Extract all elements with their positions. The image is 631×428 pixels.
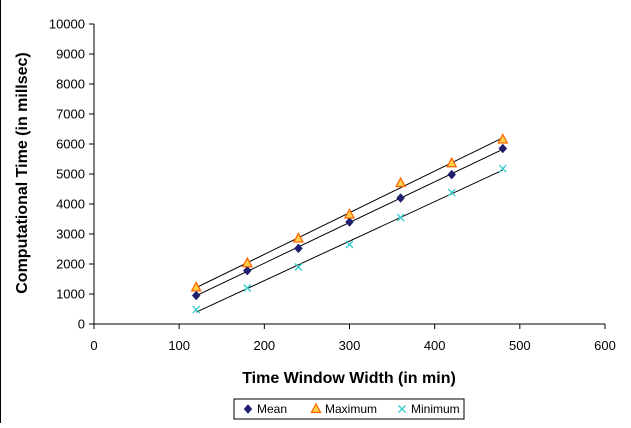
- maximum-point: [241, 256, 253, 268]
- x-marker-stroke: [498, 164, 507, 173]
- minimum-point: [243, 284, 252, 292]
- x-tick-label: 100: [168, 338, 190, 353]
- x-tick-label: 300: [339, 338, 361, 353]
- legend-marker-maximum: [310, 402, 322, 414]
- mean-point: [396, 193, 405, 203]
- y-tick-label: 6000: [56, 137, 85, 152]
- mean-point: [498, 143, 508, 154]
- y-tick-label: 10000: [49, 17, 85, 32]
- y-tick-label: 7000: [56, 107, 85, 122]
- x-tick-label: 600: [594, 338, 616, 353]
- y-tick-label: 5000: [56, 167, 85, 182]
- minimum-point: [192, 305, 201, 314]
- x-marker-stroke: [345, 240, 354, 249]
- minimum-point: [396, 213, 405, 222]
- legend-label-minimum: Minimum: [411, 402, 460, 416]
- minimum-point: [294, 263, 303, 271]
- x-marker-stroke: [396, 213, 405, 222]
- legend-marker-minimum: [398, 405, 406, 413]
- y-tick-label: 4000: [56, 197, 85, 212]
- x-axis-title: Time Window Width (in min): [242, 370, 456, 387]
- data-markers: [190, 133, 509, 314]
- legend-marker-mean: [243, 404, 253, 414]
- y-tick-label: 9000: [56, 47, 85, 62]
- maximum-point: [343, 208, 356, 219]
- legend-label-maximum: Maximum: [325, 402, 377, 416]
- y-tick-label: 1000: [56, 287, 85, 302]
- y-tick-label: 2000: [56, 257, 85, 272]
- minimum-point: [345, 240, 354, 249]
- y-tick-label: 0: [78, 317, 85, 332]
- x-tick-label: 500: [509, 338, 531, 353]
- mean-point: [242, 265, 252, 276]
- mean-point: [345, 217, 354, 227]
- mean-point: [447, 169, 457, 180]
- mean-point: [191, 290, 201, 301]
- x-marker-stroke: [192, 305, 201, 314]
- minimum-point: [498, 164, 507, 173]
- x-marker-stroke: [294, 263, 303, 271]
- x-tick-label: 400: [424, 338, 446, 353]
- y-axis-title: Computational Time (in millsec): [14, 52, 31, 294]
- x-marker-stroke: [398, 405, 406, 413]
- legend: Mean Maximum Minimum: [233, 398, 465, 420]
- axes: 0100020003000400050006000700080009000100…: [49, 17, 616, 354]
- legend-label-mean: Mean: [257, 402, 287, 416]
- x-tick-label: 200: [253, 338, 275, 353]
- mean-point: [294, 243, 303, 254]
- trendline-minimum: [195, 169, 504, 313]
- maximum-point: [190, 281, 202, 292]
- maximum-point: [497, 133, 509, 144]
- y-tick-label: 8000: [56, 77, 85, 92]
- minimum-point: [447, 188, 456, 197]
- maximum-point: [292, 232, 304, 243]
- x-marker-stroke: [243, 284, 252, 292]
- maximum-point: [446, 156, 458, 168]
- x-tick-label: 0: [90, 338, 97, 353]
- x-marker-stroke: [447, 188, 456, 197]
- legend-box: [233, 398, 465, 420]
- y-tick-label: 3000: [56, 227, 85, 242]
- maximum-point: [395, 176, 407, 188]
